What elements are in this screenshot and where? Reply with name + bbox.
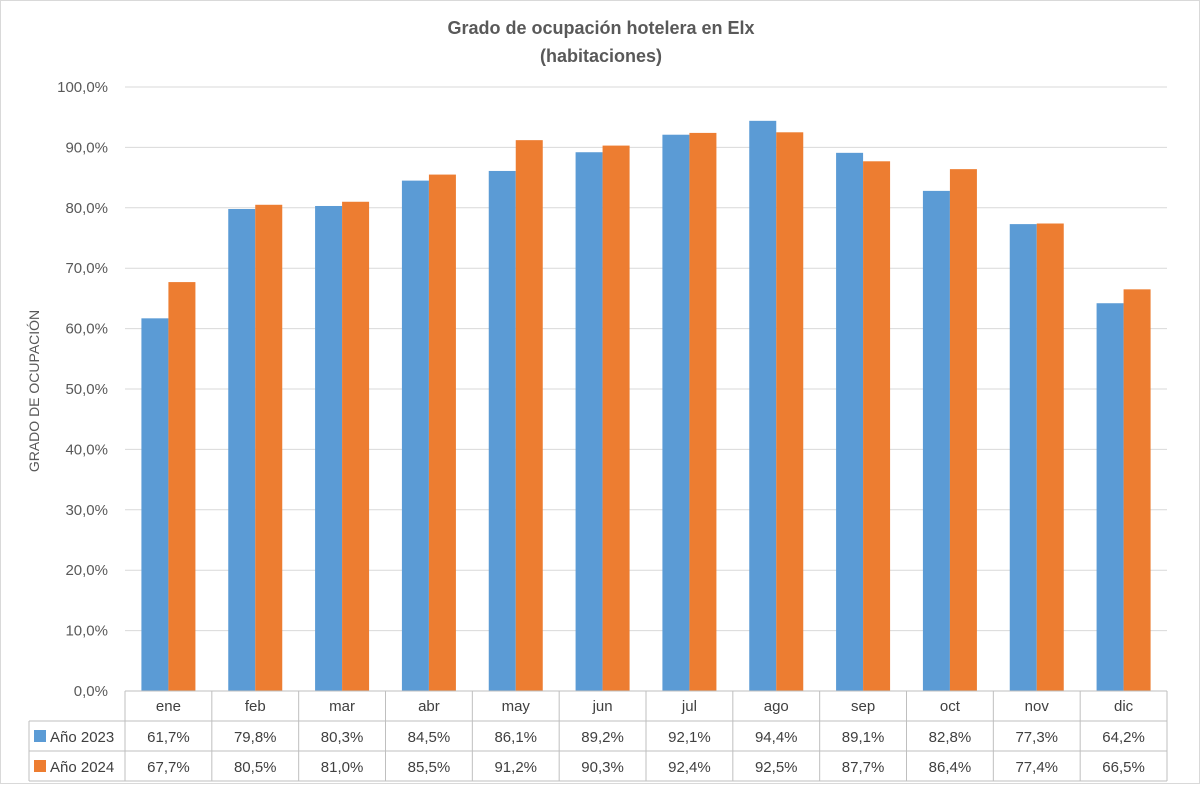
data-label: 82,8% [929, 729, 972, 746]
data-label: 90,3% [581, 759, 624, 776]
category-label: ene [156, 698, 181, 715]
bar-b-dic [1123, 289, 1151, 691]
y-tick-label: 40,0% [65, 441, 108, 458]
data-label: 61,7% [147, 729, 190, 746]
bar-b-ago [776, 132, 804, 692]
category-label: dic [1114, 698, 1134, 715]
data-label: 81,0% [321, 759, 364, 776]
y-tick-label: 20,0% [65, 562, 108, 579]
data-label: 64,2% [1102, 729, 1145, 746]
y-axis-ticks: 0,0% 10,0% 20,0% 30,0% 40,0% 50,0% 60,0% 70,0% 8… [57, 79, 108, 700]
data-label: 94,4% [755, 729, 798, 746]
y-tick-label: 50,0% [65, 381, 108, 398]
bar-a-dic [1096, 303, 1124, 691]
data-table: ene feb mar abr may jun jul ago sep oct nov dic Año … [28, 690, 1168, 782]
bar-a-jul [662, 134, 690, 691]
bar-b-nov [1036, 223, 1064, 691]
bar-b-oct [949, 169, 977, 692]
y-tick-label: 0,0% [74, 683, 108, 700]
data-label: 66,5% [1102, 759, 1145, 776]
data-label: 85,5% [408, 759, 451, 776]
category-label: mar [329, 698, 355, 715]
legend-key [34, 730, 46, 742]
bar-b-abr [428, 174, 456, 691]
bar-a-oct [922, 190, 950, 691]
bar-a-sep [836, 152, 864, 691]
data-label: 80,5% [234, 759, 277, 776]
category-label: nov [1025, 698, 1050, 715]
data-label: 77,4% [1015, 759, 1058, 776]
data-label: 77,3% [1015, 729, 1058, 746]
data-label: 86,4% [929, 759, 972, 776]
data-label: 79,8% [234, 729, 277, 746]
data-label: 91,2% [494, 759, 537, 776]
category-label: sep [851, 698, 875, 715]
y-tick-label: 90,0% [65, 139, 108, 156]
data-label: 92,1% [668, 729, 711, 746]
y-tick-label: 100,0% [57, 79, 108, 96]
legend-label: Año 2024 [50, 759, 114, 776]
y-tick-label: 60,0% [65, 321, 108, 338]
legend-key [34, 760, 46, 772]
bar-b-feb [255, 204, 283, 691]
chart-title: Grado de ocupación hotelera en Elx [447, 18, 754, 38]
data-label: 80,3% [321, 729, 364, 746]
data-label: 84,5% [408, 729, 451, 746]
category-label: abr [418, 698, 440, 715]
bar-a-feb [228, 209, 256, 691]
bar-a-may [488, 170, 516, 691]
y-tick-label: 30,0% [65, 502, 108, 519]
category-label: ago [764, 698, 789, 715]
bar-a-mar [315, 205, 343, 691]
legend-label: Año 2023 [50, 729, 114, 746]
bar-a-nov [1009, 224, 1037, 691]
bar-a-ago [749, 120, 777, 692]
bar-a-abr [401, 180, 429, 691]
bar-b-may [515, 140, 543, 692]
bar-b-jun [602, 145, 630, 691]
category-label: feb [245, 698, 266, 715]
bar-b-sep [863, 161, 891, 692]
category-label: jun [592, 698, 613, 715]
data-label: 67,7% [147, 759, 190, 776]
bar-b-jul [689, 132, 717, 692]
category-label: may [502, 698, 531, 715]
y-tick-label: 80,0% [65, 200, 108, 217]
bar-a-jun [575, 152, 603, 691]
data-label: 87,7% [842, 759, 885, 776]
gridlines [125, 86, 1167, 632]
chart-subtitle: (habitaciones) [540, 46, 662, 66]
category-label: oct [940, 698, 961, 715]
data-label: 92,4% [668, 759, 711, 776]
data-label: 92,5% [755, 759, 798, 776]
bar-b-ene [168, 282, 196, 691]
bar-a-ene [141, 318, 169, 691]
data-label: 89,2% [581, 729, 624, 746]
y-axis-title: GRADO DE OCUPACIÓN [26, 310, 42, 472]
data-label: 86,1% [494, 729, 537, 746]
y-tick-label: 10,0% [65, 623, 108, 640]
bar-b-mar [342, 201, 370, 691]
bars [141, 120, 1151, 692]
y-tick-label: 70,0% [65, 260, 108, 277]
data-label: 89,1% [842, 729, 885, 746]
category-label: jul [681, 698, 697, 715]
